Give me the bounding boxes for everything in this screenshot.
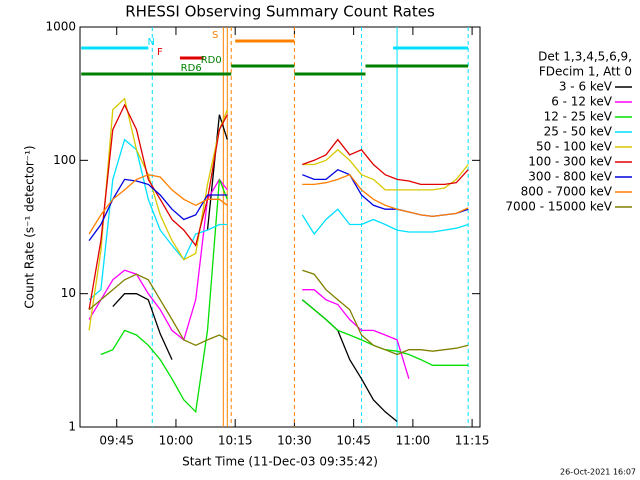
x-tick-label: 10:15 <box>218 434 253 448</box>
legend-label: 12 - 25 keV <box>544 110 613 124</box>
flag-label: F <box>157 47 163 58</box>
y-tick-label: 100 <box>53 153 76 167</box>
series-line <box>100 179 469 414</box>
series-line <box>88 269 469 356</box>
x-tick-label: 11:00 <box>396 434 431 448</box>
legend-label: 300 - 800 keV <box>528 170 612 184</box>
x-tick-label: 09:45 <box>99 434 134 448</box>
x-axis-label: Start Time (11-Dec-03 09:35:42) <box>182 455 378 469</box>
chart-title: RHESSI Observing Summary Count Rates <box>125 3 435 21</box>
legend-label: 25 - 50 keV <box>544 125 613 139</box>
series-line <box>88 173 469 235</box>
legend-header: FDecim 1, Att 0 <box>539 65 632 79</box>
legend-header: Det 1,3,4,5,6,9, <box>538 50 632 64</box>
x-tick-label: 11:15 <box>455 434 490 448</box>
x-tick-label: 10:45 <box>336 434 371 448</box>
flag-label: RD0 <box>201 55 222 66</box>
x-tick-label: 10:00 <box>159 434 194 448</box>
legend-label: 7000 - 15000 keV <box>505 200 612 214</box>
series-line <box>88 97 469 331</box>
legend-label: 50 - 100 keV <box>536 140 613 154</box>
y-tick-label: 1 <box>68 420 76 434</box>
legend-label: 100 - 300 keV <box>528 155 612 169</box>
series-line <box>88 138 469 301</box>
flag-label: S <box>212 30 218 41</box>
legend-label: 800 - 7000 keV <box>521 185 613 199</box>
series-line <box>88 168 469 241</box>
series-line <box>88 178 410 379</box>
series-line <box>112 114 398 423</box>
y-tick-label: 10 <box>61 286 76 300</box>
y-axis-label: Count Rate (s⁻¹ detector⁻¹) <box>23 145 37 308</box>
footer: 26-Oct-2021 16:07 <box>560 468 636 477</box>
legend-label: 6 - 12 keV <box>551 95 613 109</box>
y-tick-label: 1000 <box>45 20 76 34</box>
legend-label: 3 - 6 keV <box>559 80 613 94</box>
flag-label: RD6 <box>181 63 202 74</box>
plot-frame <box>79 26 481 428</box>
flag-label: N <box>147 37 154 48</box>
x-tick-label: 10:30 <box>277 434 312 448</box>
